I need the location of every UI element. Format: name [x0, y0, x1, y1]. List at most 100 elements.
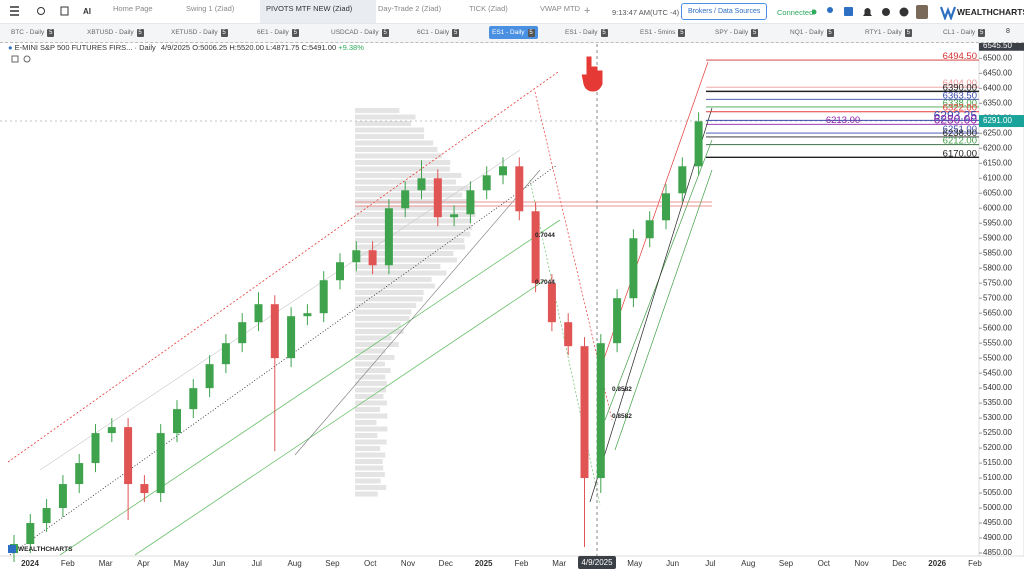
avatar[interactable]: [916, 5, 928, 19]
legend-interval: · Daily: [134, 43, 156, 52]
symbol-tab[interactable]: USDCAD - Daily 5: [328, 26, 392, 39]
volume-profile-bar: [355, 309, 412, 315]
symbol-tab-badge: 5: [291, 29, 299, 37]
search-icon[interactable]: [37, 7, 45, 15]
symbol-tab[interactable]: 6C1 - Daily 5: [414, 26, 462, 39]
symbol-tab[interactable]: XETUSD - Daily 5: [168, 26, 231, 39]
more-tabs[interactable]: 8: [1006, 28, 1010, 35]
x-tick-label: Feb: [61, 559, 75, 568]
symbol-tab-badge: 5: [904, 29, 912, 37]
tab-label: Swing 1 (Ziad): [186, 4, 235, 13]
crosshair-date-box: [578, 556, 616, 569]
symbol-tab-label: USDCAD - Daily: [331, 29, 379, 36]
watermark: WEALTHCHARTS: [18, 546, 73, 553]
tab-label: Day-Trade 2 (Ziad): [378, 4, 442, 13]
volume-profile-bar: [355, 270, 447, 276]
symbol-tab[interactable]: 6E1 - Daily 5: [254, 26, 302, 39]
y-tick-label: 5100.00: [983, 473, 1012, 482]
symbol-tab-label: RTY1 - Daily: [865, 29, 902, 36]
level-label: 6213.00: [826, 115, 860, 126]
volume-profile-bar: [355, 257, 457, 263]
connection-status: Connected: [777, 8, 814, 17]
candle-body: [124, 427, 133, 485]
add-tab[interactable]: +: [584, 5, 591, 17]
top-price-tag: [979, 40, 1024, 51]
x-tick-label: Sep: [779, 559, 794, 568]
volume-profile-bar: [355, 459, 383, 464]
candle-body: [140, 484, 149, 494]
layout-tab[interactable]: PIVOTS MTF NEW (Ziad): [260, 0, 376, 23]
volume-profile-bar: [355, 472, 385, 477]
logo: WEALTHCHARTS: [957, 7, 1024, 17]
volume-profile-bar: [355, 290, 424, 295]
volume-profile-bar: [355, 374, 386, 380]
crosshair-date: 4/9/2025: [581, 558, 613, 567]
layout-tab[interactable]: Day-Trade 2 (Ziad): [372, 0, 466, 23]
candles: [10, 112, 703, 562]
candle-body: [205, 364, 214, 389]
layout-tab[interactable]: Home Page: [107, 0, 183, 23]
layout-tab[interactable]: Swing 1 (Ziad): [180, 0, 264, 23]
candle-body: [26, 523, 35, 545]
symbol-tab[interactable]: ES1 - Daily 5: [562, 26, 611, 39]
volume-profile-bar: [355, 316, 410, 321]
tab-label: PIVOTS MTF NEW (Ziad): [266, 4, 353, 13]
fib-label: 0.7044: [535, 232, 555, 239]
candle-body: [221, 343, 230, 365]
x-tick-label: Oct: [818, 559, 831, 568]
level-label: 6238.00: [943, 128, 977, 139]
volume-profile-bar: [355, 426, 388, 432]
layout-tab[interactable]: VWAP MTD: [534, 0, 588, 23]
y-tick-label: 6050.00: [983, 188, 1012, 197]
volume-profile-bar: [355, 394, 384, 399]
volume-profile-bar: [355, 485, 387, 490]
hide-icon[interactable]: [23, 55, 31, 63]
help-icon[interactable]: [899, 7, 909, 17]
status-icons: [812, 5, 928, 19]
y-tick-label: 5050.00: [983, 488, 1012, 497]
symbol-tab[interactable]: BTC - Daily 5: [8, 26, 57, 39]
symbol-tab[interactable]: XBTUSD - Daily 5: [84, 26, 147, 39]
ai-button[interactable]: AI: [83, 7, 91, 16]
candle-body: [42, 508, 51, 524]
symbol-tab[interactable]: RTY1 - Daily 5: [862, 26, 915, 39]
symbol-tab-badge: 5: [527, 29, 535, 37]
volume-profile-bar: [355, 387, 387, 393]
symbol-tab[interactable]: ES1 - 5mins 5: [637, 26, 688, 39]
candle-body: [694, 121, 703, 167]
symbol-tab[interactable]: NQ1 - Daily 5: [787, 26, 837, 39]
symbol-tab-badge: 5: [220, 29, 228, 37]
brokers-button[interactable]: Brokers / Data Sources: [681, 3, 768, 20]
users-icon[interactable]: [827, 7, 833, 13]
y-tick-label: 5450.00: [983, 368, 1012, 377]
candle-body: [173, 409, 181, 434]
save-icon[interactable]: [844, 7, 853, 16]
symbol-tab[interactable]: ES1 - Daily 5: [489, 26, 538, 39]
volume-profile-bar: [355, 303, 417, 308]
candle-body: [662, 193, 670, 221]
y-tick-label: 5800.00: [983, 263, 1012, 272]
symbol-tab[interactable]: CL1 - Daily 5: [940, 26, 988, 39]
top-toolbar: AI Home Page Swing 1 (Ziad) PIVOTS MTF NEW…: [0, 0, 1024, 24]
candle-body: [91, 433, 100, 464]
y-tick-label: 6200.00: [983, 143, 1012, 152]
settings-icon[interactable]: [882, 8, 890, 16]
x-tick-label: Mar: [552, 559, 566, 568]
add-indicator-icon[interactable]: [11, 55, 19, 63]
symbol-tabs-bar: BTC - Daily 5 XBTUSD - Daily 5 XETUSD - Dail…: [0, 24, 1024, 43]
volume-profile-bar: [355, 342, 399, 347]
layout-tab[interactable]: TICK (Ziad): [463, 0, 537, 23]
top-price-label: 6545.50: [983, 41, 1012, 50]
volume-profile-bar: [355, 413, 388, 419]
y-tick-label: 6500.00: [983, 53, 1012, 62]
candle-body: [336, 262, 344, 281]
menu-icon[interactable]: [10, 6, 19, 16]
layout-icon[interactable]: [60, 6, 69, 16]
hand-cursor: [580, 55, 604, 93]
alerts-icon[interactable]: [863, 8, 872, 16]
volume-profile-bar: [355, 160, 451, 165]
symbol-tab[interactable]: SPY - Daily 5: [712, 26, 761, 39]
symbol-tab-label: NQ1 - Daily: [790, 29, 824, 36]
